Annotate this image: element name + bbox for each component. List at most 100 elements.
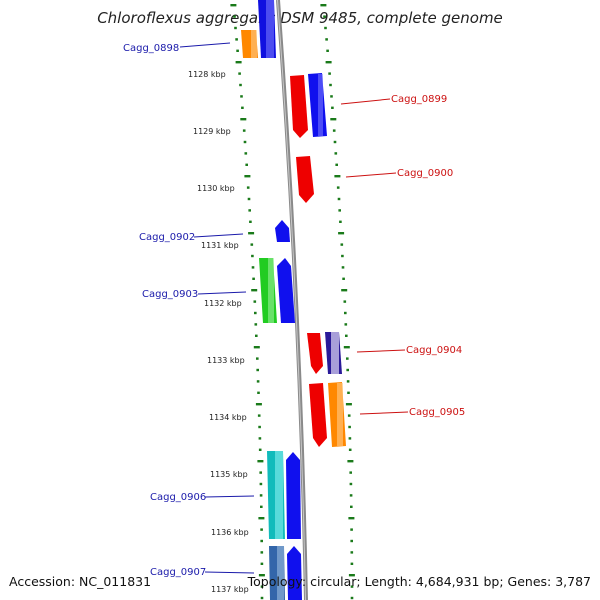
tick-dot: [251, 289, 258, 292]
tick-dot: [259, 471, 262, 474]
leader-line: [356, 349, 406, 353]
map-title: Chloroflexus aggregans DSM 9485, complet…: [97, 9, 503, 27]
tick-dot: [341, 289, 348, 292]
leader-line: [204, 571, 255, 574]
tick-dot: [253, 300, 257, 303]
tick-dot: [258, 448, 262, 451]
tick-dot: [258, 574, 265, 577]
tick-dot: [260, 539, 263, 543]
tick-label: 1129 kbp: [193, 127, 231, 136]
label-leader-lines: [179, 42, 409, 574]
gene-arrow[interactable]: [275, 451, 283, 539]
tick-dot: [346, 357, 349, 360]
tick-dot: [258, 517, 265, 520]
leader-line: [197, 291, 247, 295]
gene-label[interactable]: Cagg_0898: [123, 43, 179, 54]
gene-label[interactable]: Cagg_0902: [139, 232, 195, 243]
tick-dot: [230, 4, 237, 7]
tick-dot: [248, 232, 255, 235]
tick-dot: [259, 482, 263, 486]
tick-dot: [341, 254, 344, 258]
gene-arrow-cagg-0905[interactable]: [309, 383, 327, 447]
tick-dot: [335, 163, 338, 166]
gene-arrow-cagg-0899b[interactable]: [308, 73, 327, 137]
gene-arrow-cagg-0899[interactable]: [290, 75, 308, 138]
tick-dot: [245, 163, 248, 166]
tick-dot: [337, 197, 341, 201]
tick-dot: [326, 49, 329, 52]
tick-dot: [249, 220, 252, 223]
tick-dot: [341, 266, 345, 269]
tick-dot: [348, 517, 355, 520]
gene-arrow-cagg-0900[interactable]: [296, 156, 314, 203]
genome-summary-text: Topology: circular; Length: 4,684,931 bp…: [247, 574, 591, 589]
tick-dot: [331, 106, 334, 109]
tick-dot: [252, 277, 255, 280]
tick-labels: 1128 kbp 1129 kbp 1130 kbp 1131 kbp 1132…: [188, 70, 249, 594]
tick-dot: [328, 72, 331, 75]
tick-dot: [350, 539, 353, 543]
tick-dot: [253, 346, 260, 349]
gene-features: [241, 0, 346, 600]
gene-arrow-cagg-0906b[interactable]: [286, 452, 301, 539]
gene-label[interactable]: Cagg_0900: [397, 168, 453, 179]
accession-text: Accession: NC_011831: [9, 574, 152, 589]
tick-dot: [248, 209, 251, 212]
tick-dot: [257, 414, 261, 417]
tick-dot: [336, 186, 340, 189]
leader-line: [340, 98, 391, 105]
tick-dot: [346, 368, 349, 372]
tick-dot: [260, 596, 264, 600]
gene-arrow-cagg-0902[interactable]: [275, 220, 290, 242]
leader-line: [359, 411, 409, 415]
tick-dot: [257, 391, 260, 394]
tick-dot: [338, 232, 345, 235]
tick-dot: [334, 152, 338, 155]
tick-dot: [236, 49, 239, 52]
gene-arrow-cagg-0907b[interactable]: [287, 546, 302, 600]
tick-dot: [240, 95, 243, 98]
gene-label[interactable]: Cagg_0899: [391, 94, 447, 105]
tick-label: 1136 kbp: [211, 528, 249, 537]
tick-dot: [256, 380, 260, 383]
gene-label[interactable]: Cagg_0904: [406, 345, 462, 356]
tick-label: 1132 kbp: [204, 299, 242, 308]
gene-labels: Cagg_0898 Cagg_0899 Cagg_0900 Cagg_0902 …: [123, 43, 465, 578]
tick-dot: [348, 448, 352, 451]
gene-arrow[interactable]: [251, 30, 257, 58]
gene-arrow-cagg-0903b[interactable]: [277, 258, 295, 323]
tick-dot: [247, 197, 251, 201]
gene-arrow[interactable]: [318, 74, 323, 136]
tick-label: 1137 kbp: [211, 585, 249, 594]
leader-line: [345, 172, 397, 178]
tick-dot: [349, 494, 353, 497]
tick-label: 1135 kbp: [210, 470, 248, 479]
tick-dot: [258, 425, 261, 429]
gene-label[interactable]: Cagg_0906: [150, 492, 206, 503]
gene-arrow[interactable]: [266, 0, 274, 58]
tick-dot: [246, 186, 250, 189]
tick-dot: [260, 505, 263, 508]
tick-dot: [260, 562, 264, 565]
tick-dot: [256, 368, 259, 372]
gene-label[interactable]: Cagg_0903: [142, 289, 198, 300]
tick-dot: [347, 391, 350, 394]
tick-dot: [333, 140, 337, 144]
tick-dot: [350, 528, 353, 531]
tick-dot: [251, 266, 255, 269]
tick-dot: [350, 596, 354, 600]
gene-arrow-cagg-0904[interactable]: [307, 333, 323, 374]
gene-label[interactable]: Cagg_0907: [150, 567, 206, 578]
tick-dot: [255, 334, 258, 337]
gene-label[interactable]: Cagg_0905: [409, 407, 465, 418]
leader-line: [204, 495, 255, 498]
gene-arrow[interactable]: [277, 546, 284, 600]
tick-dot: [332, 129, 336, 132]
gene-arrow[interactable]: [337, 383, 343, 446]
tick-dot: [340, 243, 344, 246]
tick-dot: [342, 277, 345, 280]
gene-arrow[interactable]: [331, 332, 339, 374]
gene-arrow[interactable]: [268, 258, 274, 323]
tick-dot: [254, 311, 257, 315]
tick-dot: [243, 140, 247, 144]
